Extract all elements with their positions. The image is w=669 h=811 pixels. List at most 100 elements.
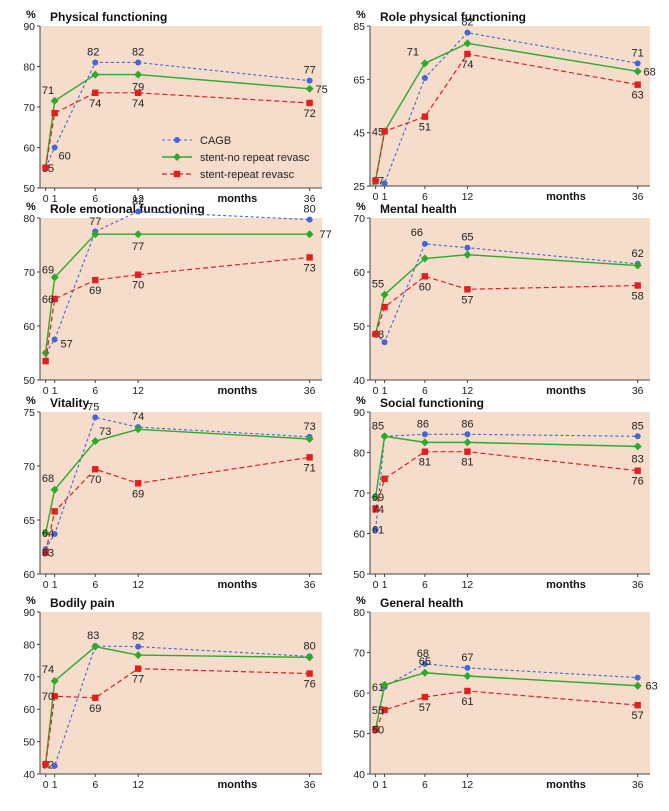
data-label: 61 [461, 696, 473, 708]
data-point [51, 693, 58, 700]
y-tick-label: 70 [23, 267, 35, 279]
data-point [464, 687, 471, 695]
data-label: 61 [372, 524, 384, 536]
y-tick-label: 25 [353, 181, 365, 193]
data-point [464, 244, 471, 251]
data-label: 70 [132, 280, 144, 292]
data-point [464, 664, 471, 671]
data-point [372, 177, 379, 184]
data-point [306, 454, 313, 461]
x-tick-label: 36 [304, 779, 316, 791]
data-point [42, 549, 49, 556]
chart-panel-2: Role physical functioning% 25 45 65 85 0 1 6 12 3… [353, 9, 655, 203]
data-point [464, 448, 471, 455]
y-tick-label: 60 [353, 688, 365, 700]
data-point [381, 128, 388, 135]
data-label: 83 [632, 453, 644, 465]
data-point [306, 216, 313, 223]
data-point [381, 180, 388, 187]
plot-area [40, 412, 322, 574]
x-tick-label: 0 [373, 385, 379, 397]
data-label: 82 [87, 46, 99, 58]
x-tick-label: 6 [92, 779, 98, 791]
data-label: 80 [303, 204, 315, 216]
data-label: 69 [89, 285, 101, 297]
series-line [45, 645, 310, 767]
y-unit-label: % [356, 595, 366, 607]
data-label: 74 [132, 98, 144, 110]
y-unit-label: % [26, 595, 36, 607]
data-point [372, 506, 379, 513]
data-label: 82 [461, 17, 473, 29]
y-tick-label: 60 [353, 267, 365, 279]
data-label: 68 [42, 473, 54, 485]
y-tick-label: 40 [353, 375, 365, 387]
data-point [305, 230, 314, 239]
x-tick-label: 1 [52, 385, 58, 397]
y-unit-label: % [356, 9, 366, 21]
x-tick-label: 36 [304, 579, 316, 591]
data-point [372, 726, 379, 733]
data-label: 71 [632, 47, 644, 59]
y-tick-label: 90 [23, 607, 35, 619]
legend-entry: stent-repeat revasc [200, 169, 295, 181]
chart-panel-8: General health% 40 50 60 70 80 0 1 6 12 36 months 61… [353, 595, 657, 791]
legend-entry: CAGB [200, 135, 231, 147]
data-point [634, 674, 641, 681]
chart-panel-7: Bodily pain%4050607080900161236months528… [23, 595, 322, 791]
plot-area [40, 612, 322, 774]
data-label: 77 [89, 216, 101, 228]
data-point [421, 431, 428, 438]
data-point [51, 762, 58, 769]
x-tick-label: 0 [43, 579, 49, 591]
data-point [50, 677, 59, 686]
data-point [633, 261, 642, 270]
data-label: 70 [89, 474, 101, 486]
x-axis-label: months [218, 579, 258, 591]
data-point [420, 668, 429, 677]
x-axis-label: months [218, 385, 258, 397]
x-tick-label: 6 [422, 779, 428, 791]
y-tick-label: 50 [23, 183, 35, 195]
plot-area [370, 412, 650, 574]
data-point [51, 109, 58, 117]
data-point [305, 84, 314, 93]
data-point [51, 531, 58, 538]
y-unit-label: % [26, 9, 36, 21]
data-point [381, 475, 388, 483]
data-point [42, 761, 49, 768]
data-label: 85 [372, 420, 384, 432]
data-label: 66 [42, 294, 54, 306]
y-tick-label: 85 [353, 21, 365, 33]
data-point [464, 431, 471, 438]
data-point [420, 438, 429, 447]
data-point [634, 433, 641, 440]
data-point [42, 164, 49, 171]
data-point [634, 81, 641, 88]
x-tick-label: 36 [632, 579, 644, 591]
data-label: 45 [372, 126, 384, 138]
x-tick-label: 36 [632, 191, 644, 203]
y-tick-label: 60 [23, 321, 35, 333]
data-label: 69 [42, 264, 54, 276]
data-point [51, 144, 58, 151]
data-point [134, 271, 142, 278]
data-point [134, 230, 143, 239]
y-tick-label: 70 [23, 672, 35, 684]
chart-panel-1: Physical functioning% 50 60 70 80 90 0 1 6 12 36 mo… [23, 9, 327, 205]
data-point [135, 59, 142, 66]
data-point [463, 250, 472, 259]
y-tick-label: 70 [23, 102, 35, 114]
legend-entry: stent-no repeat revasc [200, 152, 310, 164]
x-tick-label: 6 [92, 385, 98, 397]
data-point [50, 273, 59, 282]
data-label: 73 [99, 426, 111, 438]
x-tick-label: 1 [52, 579, 58, 591]
data-label: 68 [644, 66, 656, 78]
data-label: 76 [303, 679, 315, 691]
data-point [381, 706, 388, 714]
data-point [421, 448, 429, 455]
data-point [91, 437, 100, 446]
data-point [51, 508, 58, 515]
